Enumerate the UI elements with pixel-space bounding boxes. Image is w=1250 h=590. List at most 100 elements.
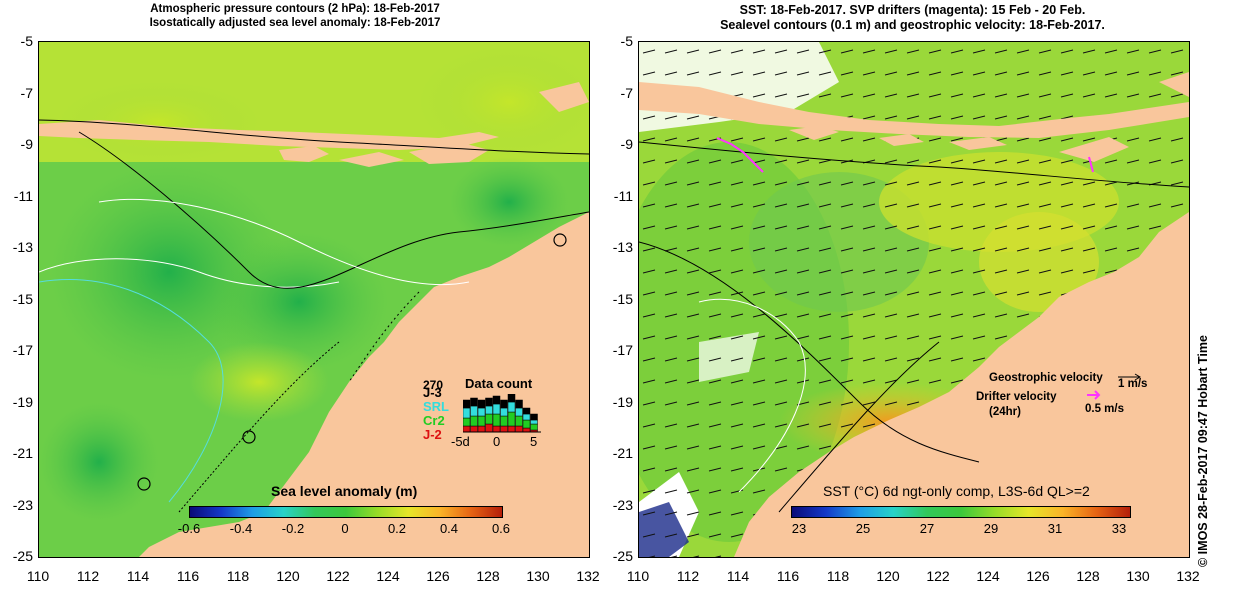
sla-colorbar-tick: 0.4	[439, 521, 459, 536]
histogram-bar	[485, 405, 493, 415]
right-title-line2: Sealevel contours (0.1 m) and geostrophi…	[720, 18, 1105, 32]
y-tick-label: -23	[12, 496, 33, 513]
sst-map[interactable]: Geostrophic velocity 1 m/s Drifter veloc…	[638, 41, 1190, 558]
x-tick-label: 112	[76, 568, 100, 584]
sla-colorbar-label: Sea level anomaly (m)	[271, 483, 418, 499]
y-tick-label: -25	[612, 548, 633, 564]
histogram-bar	[477, 415, 486, 427]
x-tick-label: 126	[426, 568, 450, 584]
y-tick-label: -23	[612, 496, 633, 513]
histogram-bar	[522, 427, 531, 433]
histogram-bar	[530, 419, 538, 425]
histogram-bar	[507, 425, 516, 433]
y-tick-label: -13	[612, 239, 633, 255]
sla-colorbar-tick: 0	[341, 521, 349, 536]
drifter-scale: 0.5 m/s	[1085, 403, 1124, 415]
histogram-bar	[500, 415, 508, 427]
histogram-bar	[530, 413, 538, 421]
histogram-bar	[500, 399, 508, 409]
australia-land	[139, 212, 589, 557]
sst-colorbar-tick: 25	[855, 521, 871, 536]
y-tick-label: -11	[13, 187, 33, 204]
x-tick-label: 128	[476, 568, 500, 584]
y-tick-label: -5	[620, 33, 633, 49]
y-tick-label: -17	[12, 342, 33, 358]
drifter-velocity-period: (24hr)	[989, 406, 1021, 418]
y-tick-label: -11	[613, 187, 633, 204]
histogram-bar	[492, 425, 501, 433]
y-tick-label: -21	[612, 445, 633, 461]
geostrophic-arrow-icon	[1118, 373, 1141, 381]
sla-colorbar-tick: 0.6	[491, 521, 511, 536]
satellite-label: Cr2	[423, 413, 445, 428]
y-tick-label: -17	[612, 342, 633, 358]
histogram-bar	[477, 399, 486, 409]
histogram-bar	[470, 425, 478, 433]
data-count-xtick: 0	[493, 434, 501, 449]
y-tick-label: -15	[612, 290, 633, 307]
data-count-xtick: -5d	[451, 434, 470, 449]
satellite-label: J-2	[423, 427, 442, 442]
drifter-velocity-label: Drifter velocity	[976, 391, 1057, 403]
histogram-bar	[492, 413, 501, 427]
y-tick-label: -21	[12, 445, 33, 461]
histogram-bar	[515, 399, 523, 409]
sla-colorbar-tick: -0.2	[281, 521, 305, 536]
x-tick-label: 124	[976, 568, 1000, 584]
sst-map-svg	[639, 42, 1189, 557]
data-count-title: Data count	[465, 376, 533, 391]
sst-colorbar-tick: 31	[1047, 521, 1063, 536]
histogram-bar	[522, 407, 531, 415]
x-tick-label: 124	[376, 568, 400, 584]
y-tick-label: -7	[20, 84, 33, 101]
histogram-bar	[515, 425, 523, 433]
sst-colorbar-label: SST (°C) 6d ngt-only comp, L3S-6d QL>=2	[823, 483, 1090, 499]
histogram-bar	[477, 407, 486, 417]
drifter-arrow-icon	[1087, 390, 1101, 400]
y-tick-label: -25	[12, 548, 33, 564]
satellite-label: SRL	[423, 399, 449, 414]
x-tick-label: 126	[1026, 568, 1050, 584]
x-tick-label: 118	[226, 568, 250, 584]
histogram-bar	[507, 394, 516, 403]
data-count-max: 270	[423, 378, 444, 392]
y-tick-label: -19	[12, 393, 33, 410]
histogram-bar	[485, 413, 493, 425]
x-tick-label: 132	[576, 568, 600, 584]
x-tick-label: 110	[626, 568, 650, 584]
geostrophic-velocity-label: Geostrophic velocity	[989, 372, 1103, 384]
histogram-bar	[470, 405, 478, 417]
data-count-histogram	[463, 394, 541, 433]
histogram-bar	[507, 401, 516, 413]
copyright-text: © IMOS 28-Feb-2017 09:47 Hobart Time	[1196, 335, 1210, 567]
y-tick-label: -9	[20, 136, 33, 152]
histogram-bar	[515, 407, 523, 417]
australia-land	[734, 212, 1189, 557]
x-tick-label: 120	[876, 568, 900, 584]
x-tick-label: 128	[1076, 568, 1100, 584]
histogram-bar	[507, 411, 516, 427]
sla-map-svg	[39, 42, 589, 557]
y-tick-label: -13	[12, 239, 33, 255]
x-tick-label: 122	[326, 568, 350, 584]
geostrophic-scale: 1 m/s	[1118, 378, 1148, 390]
y-tick-label: -15	[12, 290, 33, 307]
x-tick-label: 132	[1176, 568, 1200, 584]
sla-colorbar-tick: 0.2	[387, 521, 407, 536]
histogram-bar	[463, 399, 471, 409]
histogram-bar	[530, 423, 538, 431]
y-tick-label: -7	[620, 84, 633, 101]
histogram-bar	[492, 395, 501, 405]
histogram-bar	[477, 425, 486, 433]
sea-level-anomaly-map[interactable]: 270 Data count J-3 SRL Cr2 J-2 -5d 0 5 Sea le…	[38, 41, 590, 558]
histogram-bar	[522, 413, 531, 421]
histogram-bar	[515, 415, 523, 427]
y-tick-label: -9	[620, 136, 633, 152]
histogram-bar	[500, 407, 508, 417]
x-tick-label: 130	[526, 568, 550, 584]
data-count-xtick: 5	[530, 434, 538, 449]
sst-colorbar-tick: 23	[791, 521, 807, 536]
sla-colorbar-tick: -0.4	[229, 521, 253, 536]
satellite-label: J-3	[423, 385, 442, 400]
y-tick-label: -19	[612, 393, 633, 410]
